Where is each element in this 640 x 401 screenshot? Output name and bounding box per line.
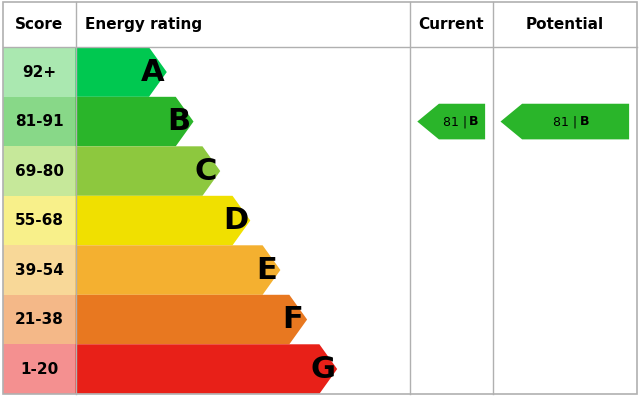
Text: 21-38: 21-38 [15, 312, 64, 327]
Text: D: D [223, 206, 249, 235]
Polygon shape [76, 295, 307, 344]
Text: B: B [469, 115, 479, 128]
Text: 81 |: 81 | [442, 115, 467, 128]
Text: 55-68: 55-68 [15, 213, 64, 228]
Polygon shape [76, 97, 193, 146]
Polygon shape [500, 104, 629, 140]
Bar [3, 295, 76, 344]
Text: 81 |: 81 | [553, 115, 577, 128]
Text: B: B [580, 115, 589, 128]
Text: A: A [141, 58, 164, 87]
Text: Potential: Potential [525, 17, 604, 32]
Text: B: B [168, 107, 191, 136]
Text: C: C [195, 156, 217, 186]
Polygon shape [417, 104, 485, 140]
Text: 92+: 92+ [22, 65, 56, 79]
Bar [3, 344, 76, 394]
Text: Current: Current [419, 17, 484, 32]
Polygon shape [76, 196, 250, 245]
Bar [3, 196, 76, 245]
Text: F: F [282, 305, 303, 334]
Text: E: E [256, 255, 276, 285]
Text: Score: Score [15, 17, 63, 32]
Polygon shape [76, 344, 337, 394]
Polygon shape [76, 245, 280, 295]
Text: G: G [310, 354, 335, 383]
Polygon shape [76, 146, 220, 196]
Bar [3, 245, 76, 295]
Text: Energy rating: Energy rating [85, 17, 202, 32]
Polygon shape [76, 47, 167, 97]
Text: 1-20: 1-20 [20, 362, 58, 377]
Bar [3, 47, 76, 97]
Text: 39-54: 39-54 [15, 263, 64, 277]
Bar [3, 97, 76, 146]
Text: 81-91: 81-91 [15, 114, 63, 129]
Text: 69-80: 69-80 [15, 164, 64, 178]
Bar [3, 146, 76, 196]
